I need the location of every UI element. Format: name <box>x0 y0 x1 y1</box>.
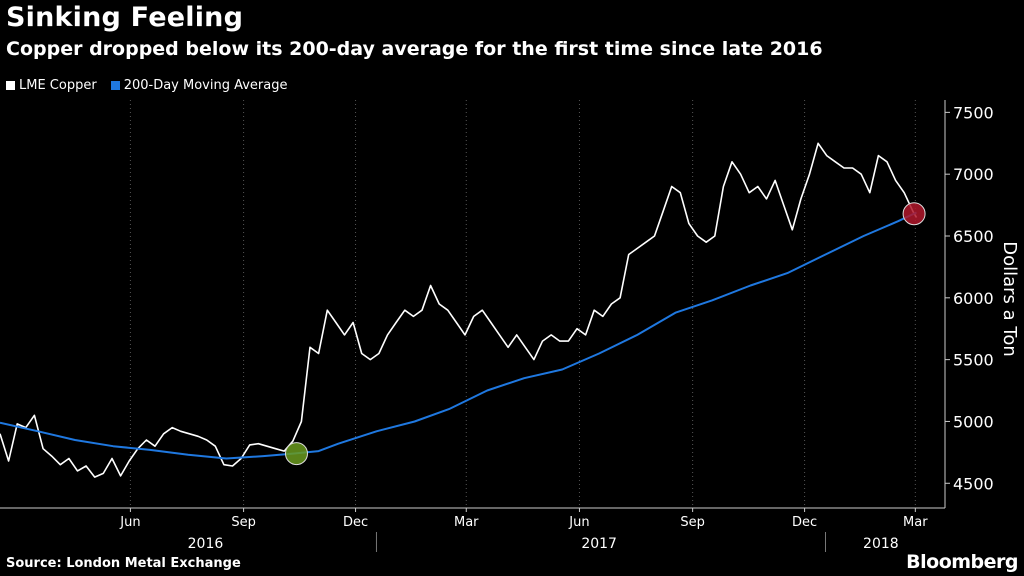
bloomberg-logo: Bloomberg <box>906 551 1018 573</box>
chart-title: Sinking Feeling <box>6 2 244 33</box>
y-tick-label: 4500 <box>953 474 994 493</box>
crossover-marker-down <box>902 202 926 226</box>
x-year-label: 2017 <box>581 536 617 552</box>
series-line-moving-average <box>0 211 917 460</box>
legend-item-moving-average: 200-Day Moving Average <box>110 78 288 93</box>
x-tick-label: Mar <box>454 515 479 530</box>
y-tick-label: 6500 <box>953 227 994 246</box>
y-tick-label: 5000 <box>953 412 994 431</box>
x-tick-label: Sep <box>680 515 705 530</box>
x-tick-label: Jun <box>568 515 589 530</box>
x-tick-label: Dec <box>343 515 368 530</box>
y-tick-label: 7000 <box>953 165 994 184</box>
y-axis-title: Dollars a Ton <box>999 241 1020 357</box>
series-line-copper <box>0 142 918 478</box>
legend-swatch-copper <box>6 81 15 90</box>
legend-swatch-moving-average <box>110 81 120 90</box>
x-year-label: 2018 <box>863 536 899 552</box>
x-tick-label: Jun <box>119 515 140 530</box>
legend-item-copper: LME Copper <box>6 78 97 93</box>
x-tick-label: Sep <box>231 515 256 530</box>
legend-label-copper: LME Copper <box>19 78 97 93</box>
y-tick-label: 6000 <box>953 289 994 308</box>
x-tick-label: Mar <box>903 515 928 530</box>
source-note: Source: London Metal Exchange <box>6 556 241 571</box>
x-year-label: 2016 <box>188 536 224 552</box>
x-tick-label: Dec <box>792 515 817 530</box>
legend-label-moving-average: 200-Day Moving Average <box>123 78 288 93</box>
crossover-marker-up <box>284 442 308 466</box>
y-tick-label: 7500 <box>953 103 994 122</box>
chart-legend: LME Copper 200-Day Moving Average <box>6 78 287 93</box>
y-tick-label: 5500 <box>953 351 994 370</box>
chart-subtitle: Copper dropped below its 200-day average… <box>6 38 823 60</box>
